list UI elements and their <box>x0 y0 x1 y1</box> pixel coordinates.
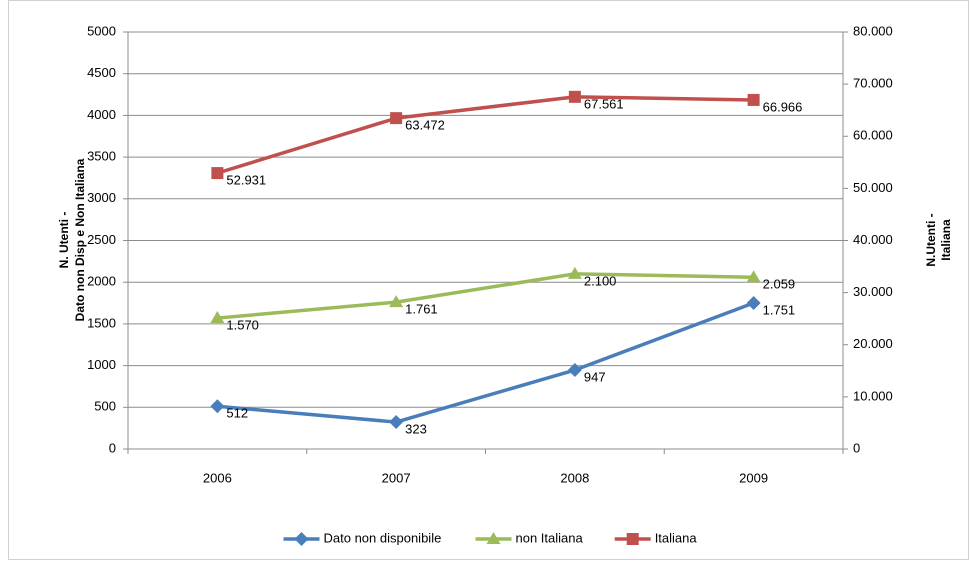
marker <box>389 295 404 308</box>
legend-label: Dato non disponibile <box>324 530 442 545</box>
series-line <box>216 95 754 175</box>
data-label: 66.966 <box>763 99 803 114</box>
marker <box>390 112 403 125</box>
y-tick-label: 3500 <box>87 149 116 164</box>
y2-tick-label: 50.000 <box>853 180 893 195</box>
data-label: 1.570 <box>226 317 259 332</box>
y2-tick-label: 60.000 <box>853 128 893 143</box>
series-line <box>217 272 754 320</box>
y2-tick-label: 80.000 <box>853 23 893 38</box>
marker <box>486 532 501 544</box>
y2-tick-label: 10.000 <box>853 388 893 403</box>
data-label: 1.751 <box>763 302 796 317</box>
y-tick-label: 4500 <box>87 65 116 80</box>
legend-label: Italiana <box>655 530 698 545</box>
data-label: 1.761 <box>405 302 438 317</box>
y-tick-label: 0 <box>109 440 116 455</box>
y2-axis-title: Italiana <box>939 219 953 261</box>
y-tick-label: 4000 <box>87 107 116 122</box>
y2-tick-label: 20.000 <box>853 336 893 351</box>
data-label: 323 <box>405 421 427 436</box>
y-tick-label: 1500 <box>87 315 116 330</box>
y-axis-title: N. Utenti - <box>57 212 71 269</box>
marker <box>567 363 582 378</box>
data-label: 2.059 <box>763 277 796 292</box>
marker <box>746 295 761 310</box>
y2-tick-label: 70.000 <box>853 76 893 91</box>
marker <box>747 93 760 106</box>
marker <box>568 90 581 103</box>
y-tick-label: 5000 <box>87 23 116 38</box>
y2-axis-title: N.Utenti - <box>924 213 938 266</box>
series-line <box>217 301 755 424</box>
marker <box>294 532 309 546</box>
y2-tick-label: 40.000 <box>853 232 893 247</box>
x-tick-label: 2006 <box>203 470 232 485</box>
y-tick-label: 1000 <box>87 357 116 372</box>
data-label: 512 <box>226 406 248 421</box>
marker <box>211 167 224 180</box>
marker <box>746 270 761 283</box>
marker <box>210 399 225 414</box>
y-tick-label: 500 <box>94 399 116 414</box>
x-tick-label: 2007 <box>382 470 411 485</box>
y-tick-label: 3000 <box>87 190 116 205</box>
data-label: 67.561 <box>584 96 624 111</box>
y-tick-label: 2000 <box>87 274 116 289</box>
y-tick-label: 2500 <box>87 232 116 247</box>
marker <box>626 533 639 545</box>
x-tick-label: 2008 <box>560 470 589 485</box>
data-label: 947 <box>584 369 606 384</box>
chart-border <box>8 0 969 560</box>
y2-tick-label: 30.000 <box>853 284 893 299</box>
data-label: 2.100 <box>584 273 617 288</box>
x-tick-label: 2009 <box>739 470 768 485</box>
data-label: 63.472 <box>405 118 445 133</box>
y2-tick-label: 0 <box>853 440 860 455</box>
marker <box>389 415 404 430</box>
marker <box>210 311 225 324</box>
legend-label: non Italiana <box>516 530 584 545</box>
y-axis-title: Dato non Disp e Non Italiana <box>73 158 87 321</box>
marker <box>567 266 582 279</box>
data-label: 52.931 <box>226 173 266 188</box>
